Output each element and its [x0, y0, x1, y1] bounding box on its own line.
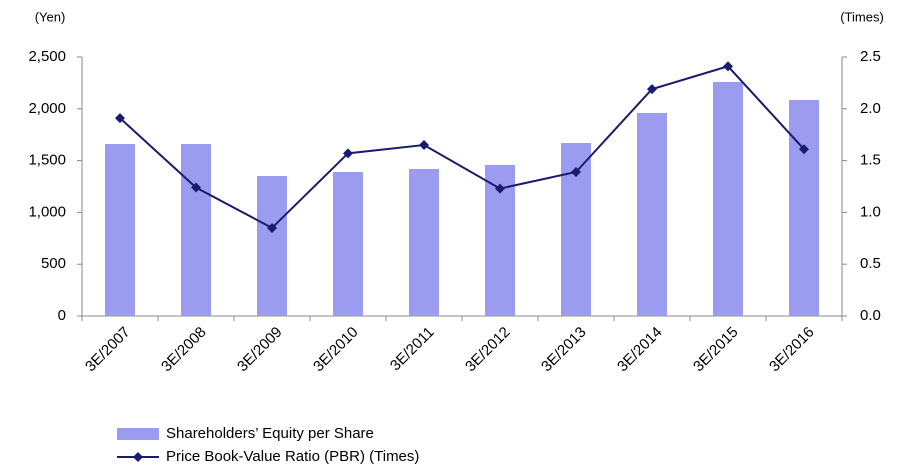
marker [647, 84, 657, 95]
marker [419, 140, 429, 151]
bar [105, 144, 135, 316]
y-tick-label: 500 [41, 255, 66, 272]
y2-axis-label: (Times) [840, 9, 884, 24]
line [119, 65, 805, 230]
x-tick-label: 3E/2015 [690, 324, 742, 376]
y-axis-label: (Yen) [35, 9, 66, 24]
y2-tick-label: 0.0 [860, 307, 881, 324]
x-tick-label: 3E/2013 [538, 324, 590, 376]
legend-label: Shareholders’ Equity per Share [166, 425, 374, 442]
bar [333, 171, 363, 316]
marker [571, 166, 581, 177]
x-tick-label: 3E/2016 [766, 324, 818, 376]
y2-tick-label: 2.5 [860, 48, 881, 65]
marker [191, 182, 201, 193]
bar [713, 81, 743, 317]
legend-marker [133, 452, 143, 462]
y-tick-label: 2,500 [28, 48, 66, 65]
x-tick-label: 3E/2012 [462, 324, 514, 376]
bar [181, 144, 211, 316]
y-tick-label: 2,000 [28, 100, 66, 117]
y2-tick-label: 1.0 [860, 203, 881, 220]
y2-tick-label: 2.0 [860, 100, 881, 117]
bar [257, 176, 287, 316]
y-tick-label: 1,500 [28, 152, 66, 169]
y-tick-label: 0 [58, 307, 66, 324]
x-tick-label: 3E/2010 [310, 324, 362, 376]
marker [723, 61, 733, 72]
legend-label: Price Book-Value Ratio (PBR) (Times) [166, 448, 419, 465]
marker [267, 222, 277, 233]
marker [799, 144, 809, 155]
x-tick-label: 3E/2007 [82, 324, 134, 376]
y-tick-label: 1,000 [28, 203, 66, 220]
legend-swatch [117, 428, 159, 440]
x-tick-label: 3E/2014 [614, 324, 666, 376]
y2-tick-label: 1.5 [860, 152, 881, 169]
marker [115, 113, 125, 124]
x-tick-label: 3E/2011 [387, 324, 438, 375]
bar [637, 112, 667, 316]
y2-tick-label: 0.5 [860, 255, 881, 272]
bar [789, 99, 819, 316]
x-tick-label: 3E/2009 [234, 324, 286, 376]
marker [495, 183, 505, 194]
x-tick-label: 3E/2008 [158, 324, 210, 376]
bar [409, 168, 439, 316]
marker [343, 148, 353, 159]
